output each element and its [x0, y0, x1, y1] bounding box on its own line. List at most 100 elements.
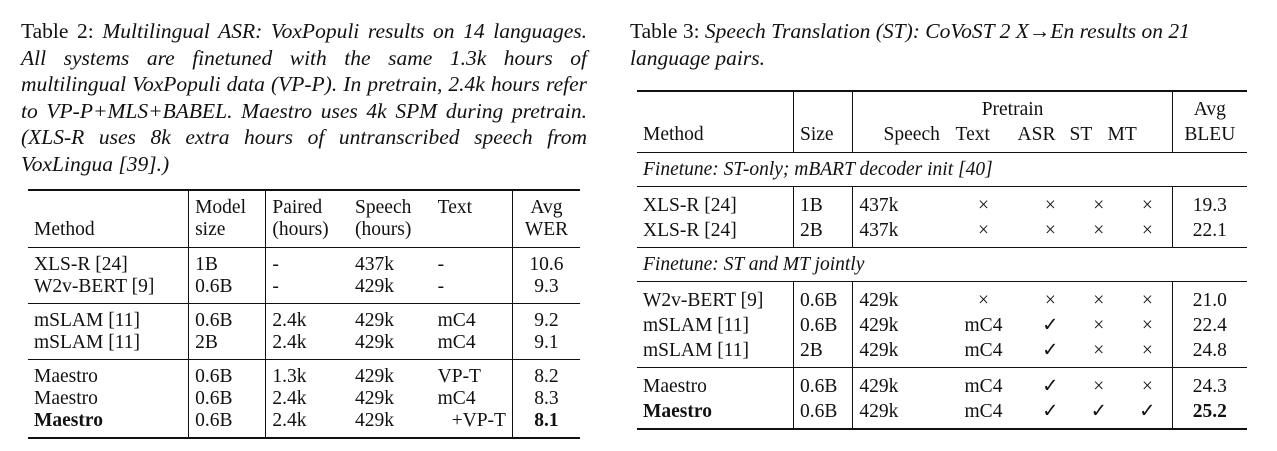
t3-cell-mt: × [1141, 315, 1153, 336]
table3-section-row: Finetune: ST-only; mBART decoder init [4… [637, 152, 1247, 187]
table-row: mSLAM [11] 0.6B 429k mC4 ✓ × × 22.4 [637, 313, 1247, 338]
t3-cell-text: mC4 [940, 399, 1027, 430]
t3-cell-method: Maestro [637, 399, 794, 430]
t3-cell-asr: ✓ [1026, 399, 1075, 430]
t3-cell-text: mC4 [940, 367, 1027, 399]
t2-header-model-size: Model size [188, 189, 266, 248]
t3-cell-method: mSLAM [11] [643, 340, 749, 361]
table-row: Maestro 0.6B 2.4k 429k mC4 8.3 [28, 388, 580, 410]
t3-cell-st: × [1074, 186, 1123, 218]
t3-cell-asr: ✓ [1042, 315, 1059, 336]
t2-cell-wer: 8.2 [511, 359, 580, 388]
t3-header-st: ST [1069, 124, 1093, 145]
table2-caption-label: Table 2: [21, 19, 94, 43]
table-row: XLS-R [24] 1B - 437k - 10.6 [28, 247, 580, 276]
t2-cell-method: Maestro [34, 388, 98, 409]
t2-header-wer: Avg WER [511, 189, 580, 248]
t2-cell-method: XLS-R [24] [28, 247, 189, 276]
t2-cell-size: 0.6B [188, 410, 266, 439]
t3-header-method: Method [637, 90, 794, 153]
t3-cell-st: ✓ [1074, 399, 1123, 430]
t3-cell-mt: × [1122, 281, 1173, 313]
t3-cell-size: 0.6B [793, 399, 853, 430]
t2-cell-paired: 2.4k [265, 303, 350, 332]
t2-cell-method: mSLAM [11] [28, 303, 189, 332]
table2-caption-text: Multilingual ASR: VoxPopuli results on 1… [21, 19, 587, 176]
t3-cell-text: × [940, 186, 1027, 218]
t2-cell-method: Maestro [28, 410, 189, 439]
t2-cell-wer: 9.2 [511, 303, 580, 332]
table3-caption: Table 3: Speech Translation (ST): CoVoST… [630, 18, 1260, 71]
t3-cell-method: XLS-R [24] [637, 186, 794, 218]
table-row: XLS-R [24] 2B 437k × × × × 22.1 [637, 218, 1247, 248]
t2-cell-wer: 8.1 [511, 410, 580, 439]
t2-cell-size: 0.6B [188, 388, 266, 410]
table-row: W2v-BERT [9] 0.6B 429k × × × × 21.0 [637, 281, 1247, 313]
t2-cell-paired: 2.4k [265, 410, 350, 439]
t3-cell-st: × [1093, 315, 1105, 336]
t3-cell-st: × [1093, 220, 1105, 241]
t2-header-speech-1: Speech [355, 197, 412, 218]
t3-section-st-mt: Finetune: ST and MT jointly [637, 247, 1247, 282]
t2-header-speech: Speech (hours) [349, 189, 432, 248]
t2-cell-paired: - [265, 276, 350, 304]
t2-cell-wer: 9.1 [511, 332, 580, 360]
t2-cell-method: mSLAM [11] [34, 332, 140, 353]
t3-cell-asr: × [1026, 281, 1075, 313]
t2-cell-speech: 437k [349, 247, 432, 276]
t3-cell-size: 2B [793, 218, 853, 248]
t3-cell-mt: ✓ [1122, 399, 1173, 430]
t2-header-paired: Paired (hours) [265, 189, 350, 248]
t3-cell-mt: × [1141, 340, 1153, 361]
table2-header-row: Method Model size Paired (hours) Speech (ho… [28, 189, 580, 248]
t2-cell-wer: 10.6 [511, 247, 580, 276]
t2-cell-wer: 8.3 [511, 388, 580, 410]
t2-header-text-label: Text [437, 197, 473, 218]
t3-cell-method: XLS-R [24] [643, 220, 737, 241]
t2-cell-size: 0.6B [188, 276, 266, 304]
t3-cell-speech: 437k [852, 218, 941, 248]
t2-header-method: Method [28, 189, 189, 248]
t3-header-mt: MT [1107, 124, 1137, 145]
table-row: mSLAM [11] 2B 429k mC4 ✓ × × 24.8 [637, 338, 1247, 368]
t2-cell-speech: 429k [355, 332, 395, 353]
t3-header-speech: Speech [883, 124, 940, 145]
table-row: Maestro 0.6B 1.3k 429k VP-T 8.2 [28, 359, 580, 388]
t3-cell-method: mSLAM [11] [643, 315, 749, 336]
table-row: XLS-R [24] 1B 437k × × × × 19.3 [637, 186, 1247, 218]
t3-cell-st: × [1074, 281, 1123, 313]
t3-cell-speech: 429k [852, 338, 941, 368]
t3-cell-text: mC4 [964, 315, 1003, 336]
t2-header-paired-1: Paired [272, 197, 323, 218]
table2-caption: Table 2: Multilingual ASR: VoxPopuli res… [21, 18, 587, 177]
t3-cell-mt: × [1122, 186, 1173, 218]
table3-caption-label: Table 3: [630, 19, 700, 43]
t3-cell-mt: × [1122, 367, 1173, 399]
table-row: Maestro 0.6B 2.4k 429k +VP-T 8.1 [28, 410, 580, 439]
t2-header-model-size-2: size [195, 219, 226, 240]
t3-cell-bleu: 19.3 [1171, 186, 1247, 218]
t3-cell-speech: 437k [852, 186, 941, 218]
t2-header-method-label: Method [34, 219, 95, 240]
t2-cell-paired: - [265, 247, 350, 276]
t2-cell-paired: 2.4k [265, 332, 350, 360]
t3-cell-size: 0.6B [793, 313, 853, 338]
t2-header-wer-1: Avg [530, 197, 563, 218]
t3-cell-bleu: 22.1 [1171, 218, 1247, 248]
t3-header-asr: ASR [1017, 124, 1056, 145]
t3-cell-mt: × [1141, 220, 1153, 241]
t3-cell-bleu: 25.2 [1171, 399, 1247, 430]
t3-cell-size: 0.6B [793, 367, 853, 399]
t3-cell-asr: × [1044, 220, 1056, 241]
t3-cell-bleu: 24.8 [1171, 338, 1247, 368]
t2-cell-text: VP-T [431, 359, 513, 388]
table-row: Maestro 0.6B 429k mC4 ✓ × × 24.3 [637, 367, 1247, 399]
t3-cell-asr: ✓ [1042, 340, 1059, 361]
t3-header-pretrain: Pretrain Speech Text ASR ST MT [852, 90, 1173, 153]
t2-cell-speech: 429k [355, 276, 395, 297]
t3-header-text: Text [955, 124, 990, 145]
t3-cell-text: × [977, 220, 989, 241]
t3-cell-method: Maestro [637, 367, 794, 399]
t2-header-text: Text [431, 189, 513, 248]
t3-cell-speech: 429k [852, 367, 941, 399]
